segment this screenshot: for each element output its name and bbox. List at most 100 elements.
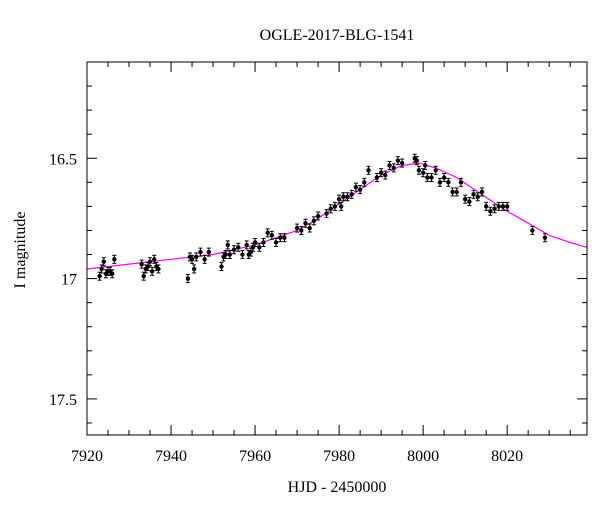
x-tick-label: 7960 (239, 448, 271, 465)
data-point (366, 165, 371, 175)
data-point (437, 177, 443, 187)
plot-frame (86, 61, 588, 436)
model-line (86, 162, 588, 270)
data-point (303, 218, 308, 228)
data-point (391, 163, 396, 173)
data-point (225, 240, 230, 250)
data-point (492, 204, 497, 214)
data-point (141, 271, 146, 281)
y-tick-label: 17.5 (49, 392, 77, 409)
data-point (149, 266, 155, 276)
data-point (488, 206, 493, 216)
data-point (471, 189, 476, 199)
x-tick-label: 8000 (407, 448, 439, 465)
data-point (420, 168, 426, 178)
data-point (278, 233, 283, 243)
data-point (500, 201, 506, 211)
data-point (416, 165, 422, 175)
data-point (198, 247, 203, 257)
data-point (189, 254, 195, 264)
data-point (244, 240, 249, 250)
data-point (483, 201, 489, 211)
data-point (462, 194, 468, 204)
data-point (383, 170, 388, 180)
data-point (202, 254, 207, 264)
data-point (339, 201, 344, 211)
data-point (425, 173, 430, 183)
data-point (257, 242, 262, 252)
model-curve (86, 162, 588, 270)
data-point (395, 156, 401, 166)
data-point (479, 187, 485, 197)
data-point (311, 216, 317, 226)
data-point (374, 173, 380, 183)
data-point (269, 230, 275, 240)
data-point (139, 259, 144, 269)
data-point (467, 197, 472, 207)
data-point (97, 271, 102, 281)
data-point (433, 165, 438, 175)
data-point (223, 250, 228, 260)
data-point (349, 189, 354, 199)
data-point (496, 201, 501, 211)
data-point (378, 168, 384, 178)
data-point (299, 225, 304, 235)
data-point (387, 160, 392, 170)
x-tick-label: 7920 (71, 448, 103, 465)
data-point (219, 262, 224, 272)
y-axis-label: I magnitude (12, 212, 29, 289)
data-point (504, 201, 510, 211)
data-point (99, 264, 104, 274)
data-point (336, 194, 342, 204)
data-point (429, 173, 434, 183)
data-point (345, 192, 350, 202)
data-point (450, 187, 455, 197)
data-point (458, 177, 464, 187)
data-point (240, 250, 245, 260)
data-point (324, 209, 329, 219)
data-point (454, 187, 459, 197)
data-point (475, 192, 480, 202)
data-point (236, 242, 241, 252)
y-tick-label: 16.5 (49, 151, 77, 168)
data-point (414, 156, 420, 166)
data-point (101, 257, 107, 267)
data-point (156, 264, 161, 274)
data-point (191, 264, 197, 274)
data-point (206, 247, 212, 257)
axis-ticks: 7920 7940 7960 7980 8000 8020 16.5 17 17.5 (49, 62, 587, 465)
chart-title: OGLE-2017-BLG-1541 (260, 27, 415, 44)
data-point (530, 225, 535, 235)
x-tick-label: 7980 (323, 448, 355, 465)
data-point (273, 237, 279, 247)
data-point (185, 274, 191, 284)
y-tick-label: 17 (61, 272, 77, 289)
x-tick-label: 7940 (155, 448, 187, 465)
data-point (261, 237, 266, 247)
data-point (423, 160, 428, 170)
data-point (282, 233, 287, 243)
x-axis-label: HJD - 2450000 (288, 479, 387, 496)
data-point (227, 250, 233, 260)
data-point (265, 228, 270, 238)
data-point (441, 173, 447, 183)
data-point (399, 158, 405, 168)
data-point (252, 237, 258, 247)
data-point (231, 245, 237, 255)
data-point (294, 223, 300, 233)
data-point (147, 257, 153, 267)
data-point (112, 254, 117, 264)
data-point (307, 223, 312, 233)
data-point (353, 182, 359, 192)
data-point (357, 185, 363, 195)
data-point (362, 177, 367, 187)
data-point (152, 254, 157, 264)
data-point (341, 192, 346, 202)
data-point (446, 177, 451, 187)
data-point (110, 269, 115, 279)
data-point (332, 201, 338, 211)
x-tick-label: 8020 (491, 448, 523, 465)
data-point (542, 233, 548, 243)
data-points (97, 153, 548, 284)
